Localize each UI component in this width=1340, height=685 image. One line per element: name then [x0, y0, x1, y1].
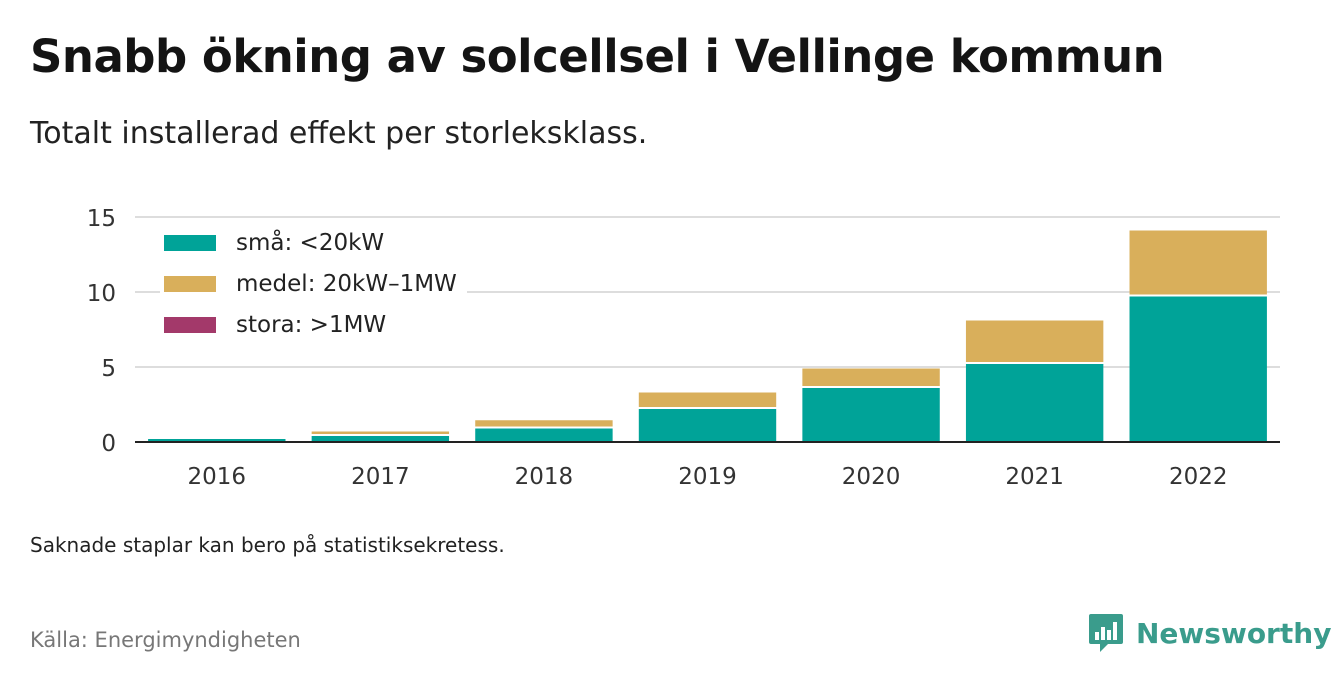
bar-segment: [148, 439, 286, 442]
chart-title: Snabb ökning av solcellsel i Vellinge ko…: [30, 30, 1165, 83]
legend-item-small: små: <20kW: [164, 222, 457, 263]
x-tick-label: 2019: [678, 464, 737, 490]
legend-item-medium: medel: 20kW–1MW: [164, 263, 457, 304]
brand-name: Newsworthy: [1136, 616, 1332, 650]
legend-swatch-small: [164, 234, 216, 251]
legend-item-large: stora: >1MW: [164, 304, 457, 345]
bar-segment: [475, 420, 613, 427]
bar-segment: [802, 388, 940, 442]
y-tick-label: 15: [87, 206, 116, 232]
chart-legend: små: <20kW medel: 20kW–1MW stora: >1MW: [160, 218, 467, 349]
bar-segment: [638, 409, 777, 442]
bar-segment: [311, 436, 450, 442]
bar-segment: [638, 392, 777, 407]
bar-chart: 0 5 10 15 2016 2017 2018 2019 2020 2021 2022: [87, 206, 1280, 490]
legend-swatch-large: [164, 316, 216, 333]
bar-segment: [311, 431, 450, 434]
bar-segment: [475, 428, 613, 442]
legend-label-large: stora: >1MW: [236, 311, 387, 338]
y-tick-label: 10: [87, 281, 116, 307]
bar-segment: [1129, 230, 1267, 295]
x-tick-label: 2017: [351, 464, 410, 490]
legend-label-medium: medel: 20kW–1MW: [236, 270, 457, 297]
x-tick-label: 2016: [188, 464, 247, 490]
chart-source: Källa: Energimyndigheten: [30, 628, 301, 652]
chart-subtitle: Totalt installerad effekt per storlekskl…: [30, 116, 648, 151]
newsworthy-logo-icon: [1089, 614, 1123, 652]
bar-segment: [802, 368, 940, 386]
y-tick-label: 0: [101, 431, 116, 457]
x-tick-label: 2021: [1005, 464, 1064, 490]
x-tick-label: 2022: [1169, 464, 1228, 490]
x-tick-label: 2018: [515, 464, 574, 490]
bar-segment: [965, 364, 1104, 442]
bar-segment: [1129, 296, 1267, 442]
legend-label-small: små: <20kW: [236, 229, 385, 256]
x-tick-label: 2020: [842, 464, 901, 490]
legend-swatch-medium: [164, 275, 216, 292]
y-tick-label: 5: [101, 356, 116, 382]
bar-segment: [965, 320, 1104, 362]
brand-logo[interactable]: Newsworthy: [1088, 612, 1331, 654]
chart-note: Saknade staplar kan bero på statistiksek…: [30, 533, 505, 557]
